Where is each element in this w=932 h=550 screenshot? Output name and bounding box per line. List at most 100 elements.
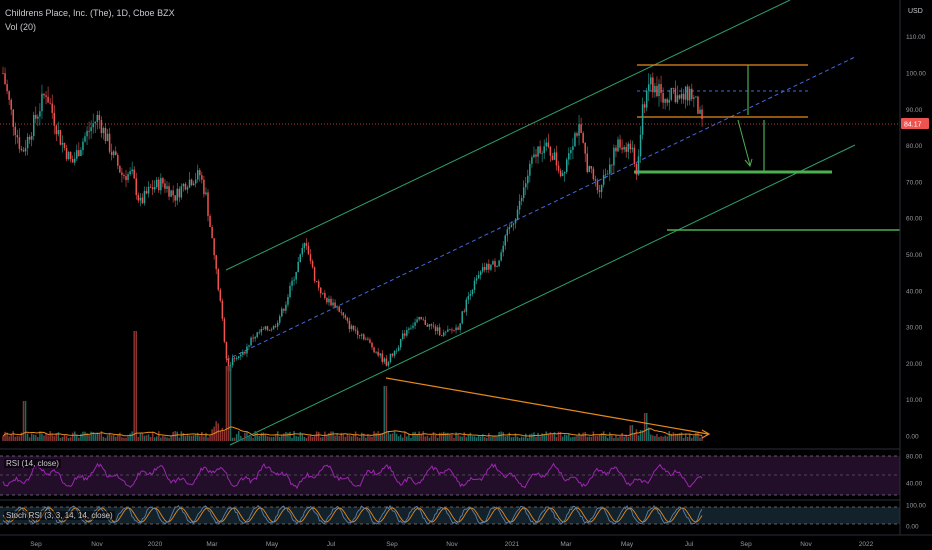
candle-body [389, 353, 392, 363]
volume-bar [4, 431, 6, 441]
price-tick-label: 70.00 [906, 179, 923, 186]
volume-bar [701, 435, 703, 441]
candle-body [10, 99, 12, 110]
time-axis[interactable]: Sep Nov 2020 Mar May Jul Sep Nov 2021 Mar May Jul Se… [30, 541, 873, 548]
candle-body [350, 325, 353, 330]
candle-body [699, 109, 701, 114]
candle-body [504, 235, 506, 246]
price-tick-label: 0.00 [906, 434, 919, 441]
candle-body [463, 311, 465, 313]
volume-bar [356, 436, 359, 441]
volume-bar [506, 435, 509, 441]
candle-body [391, 353, 394, 356]
candle-body [363, 334, 365, 340]
candle-body [438, 327, 441, 336]
volume-bar [475, 437, 478, 441]
volume-bar [375, 432, 377, 441]
candle-body [147, 186, 150, 194]
time-tick-label: Sep [30, 541, 42, 548]
volume-bar [615, 434, 617, 441]
volume-bar [508, 432, 511, 441]
candle-body [619, 139, 621, 148]
candle-body [533, 154, 535, 158]
price-tick-label: 40.00 [906, 288, 923, 295]
arrow-shaft [737, 119, 751, 166]
candle-body [233, 357, 236, 359]
volume-bar [533, 432, 535, 441]
channel-lower-line [229, 144, 856, 446]
volume-bar [344, 436, 347, 441]
volume-bar [520, 436, 523, 441]
candle-body [527, 175, 529, 184]
volume-bar [160, 437, 162, 441]
volume-bar [76, 435, 78, 441]
time-tick-label: Mar [206, 541, 218, 548]
candle-body [492, 261, 494, 265]
volume-bar [141, 433, 144, 441]
candle-body [80, 150, 82, 157]
volume-bar [637, 435, 640, 441]
candle-body [580, 124, 582, 133]
volume-bar [133, 331, 135, 441]
volume-bar [352, 435, 355, 441]
stoch-tick-label: 100.00 [906, 503, 926, 510]
candle-body [106, 133, 109, 142]
candle-body [469, 294, 472, 296]
volume-bar [106, 435, 109, 441]
candle-body [313, 267, 316, 281]
volume-bar [572, 436, 574, 441]
volume-bar [147, 434, 150, 441]
volume-bar [531, 433, 533, 441]
volume-bar [90, 431, 92, 441]
time-tick-label: May [266, 541, 279, 548]
candle-body [45, 95, 47, 97]
volume-bar [307, 435, 310, 441]
candle-body [201, 175, 203, 180]
volume-bar [449, 433, 451, 441]
volume-bar [182, 433, 185, 441]
volume-bar [123, 437, 125, 441]
candle-body [307, 245, 310, 255]
candle-body [330, 298, 332, 306]
volume-bar [215, 421, 217, 441]
volume-bar [440, 432, 443, 441]
candle-body [186, 187, 189, 190]
candle-body [656, 85, 658, 97]
candle-body [223, 318, 226, 342]
candle-body [127, 174, 129, 181]
candle-body [168, 186, 170, 197]
volume-bar [426, 435, 429, 441]
volume-bar [22, 401, 25, 441]
candle-body [570, 150, 572, 154]
currency-label[interactable]: USD [908, 8, 923, 15]
candle-body [194, 179, 197, 184]
volume-bar [529, 434, 531, 441]
candle-body [633, 147, 636, 164]
candle-body [623, 147, 625, 150]
candle-body [178, 188, 181, 198]
price-axis[interactable]: 110.00 100.00 90.00 80.00 70.00 60.00 50.00 40.… [906, 34, 926, 440]
candle-body [459, 323, 461, 330]
candle-body [453, 329, 455, 331]
volume-bar [658, 436, 660, 441]
current-price-tag: 84.17 [901, 118, 929, 129]
volume-bar [328, 433, 330, 441]
rsi-axis: 80.00 40.00 [906, 454, 923, 488]
volume-bar [51, 434, 53, 441]
candle-body [108, 133, 111, 152]
volume-bar [279, 436, 281, 441]
volume-bar [129, 433, 131, 441]
volume-bar [561, 436, 564, 441]
candle-body [625, 147, 627, 152]
volume-bar [576, 436, 578, 441]
candle-body [635, 163, 638, 175]
time-tick-label: May [621, 541, 634, 548]
volume-bar [582, 432, 584, 441]
candle-body [520, 197, 523, 201]
candle-body [248, 345, 250, 347]
candle-body [652, 77, 654, 93]
volume-bar [600, 433, 603, 441]
candle-body [215, 255, 217, 270]
volume-bar [30, 433, 33, 441]
